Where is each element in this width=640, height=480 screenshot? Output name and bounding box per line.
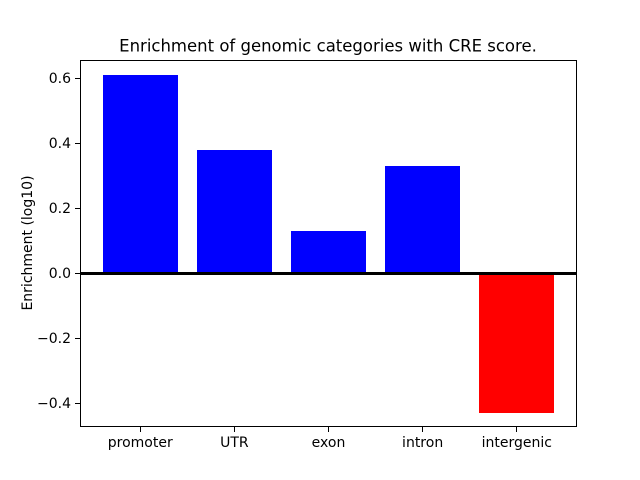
y-tick <box>75 403 80 405</box>
x-tick-label-intergenic: intergenic <box>481 435 552 451</box>
x-tick-label-UTR: UTR <box>220 435 249 451</box>
bar-exon <box>290 231 367 274</box>
y-tick <box>75 273 80 275</box>
x-tick <box>516 427 518 432</box>
chart-title: Enrichment of genomic categories with CR… <box>119 36 537 56</box>
y-tick-label: 0.6 <box>48 70 71 87</box>
y-tick <box>75 143 80 145</box>
bar-promoter <box>102 75 178 274</box>
x-tick <box>139 427 141 432</box>
y-tick <box>75 78 80 80</box>
x-tick-label-exon: exon <box>311 435 346 451</box>
x-tick <box>422 427 424 432</box>
zero-line <box>80 272 577 276</box>
bar-intergenic <box>479 273 555 414</box>
x-tick-label-intron: intron <box>402 435 444 451</box>
plot-area <box>80 60 577 427</box>
y-tick-label: 0.2 <box>48 200 71 217</box>
x-tick-label-promoter: promoter <box>107 435 173 451</box>
y-tick-label: 0.0 <box>48 265 71 282</box>
y-tick <box>75 208 80 210</box>
x-tick <box>328 427 329 432</box>
bar-intron <box>384 166 461 274</box>
y-tick-label: −0.2 <box>37 330 71 347</box>
y-axis-label: Enrichment (log10) <box>20 175 36 311</box>
y-tick-label: −0.4 <box>37 395 71 412</box>
y-tick-label: 0.4 <box>48 135 71 152</box>
x-tick <box>233 427 235 432</box>
y-tick <box>75 338 80 340</box>
bar-UTR <box>196 150 273 274</box>
